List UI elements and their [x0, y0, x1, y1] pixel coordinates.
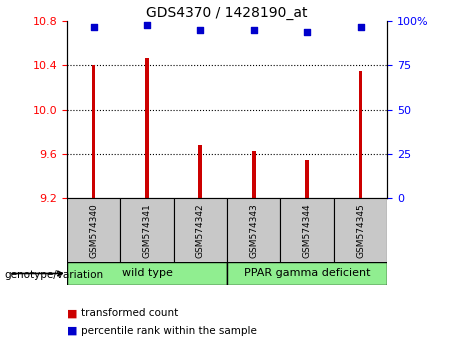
- Point: [250, 27, 257, 33]
- Text: GSM574340: GSM574340: [89, 204, 98, 258]
- Text: genotype/variation: genotype/variation: [5, 270, 104, 280]
- Text: PPAR gamma deficient: PPAR gamma deficient: [244, 268, 370, 279]
- Bar: [227, 198, 280, 264]
- Bar: [305, 160, 309, 198]
- Bar: [334, 198, 387, 264]
- Point: [90, 24, 97, 29]
- Text: transformed count: transformed count: [81, 308, 178, 318]
- Point: [143, 22, 151, 28]
- Text: percentile rank within the sample: percentile rank within the sample: [81, 326, 257, 336]
- Text: GSM574342: GSM574342: [196, 204, 205, 258]
- Bar: [67, 198, 120, 264]
- Title: GDS4370 / 1428190_at: GDS4370 / 1428190_at: [146, 6, 308, 20]
- Text: ■: ■: [67, 308, 77, 318]
- Bar: [359, 71, 362, 198]
- Text: GSM574341: GSM574341: [142, 204, 152, 258]
- Bar: [92, 65, 95, 198]
- Bar: [174, 198, 227, 264]
- Bar: [252, 151, 255, 198]
- Text: GSM574345: GSM574345: [356, 204, 365, 258]
- Bar: [145, 58, 149, 198]
- Bar: [227, 262, 387, 285]
- Text: wild type: wild type: [122, 268, 172, 279]
- Text: ■: ■: [67, 326, 77, 336]
- Bar: [280, 198, 334, 264]
- Bar: [67, 262, 227, 285]
- Point: [303, 29, 311, 35]
- Text: GSM574343: GSM574343: [249, 204, 258, 258]
- Point: [357, 24, 364, 29]
- Point: [197, 27, 204, 33]
- Bar: [199, 145, 202, 198]
- Text: GSM574344: GSM574344: [302, 204, 312, 258]
- Bar: [120, 198, 174, 264]
